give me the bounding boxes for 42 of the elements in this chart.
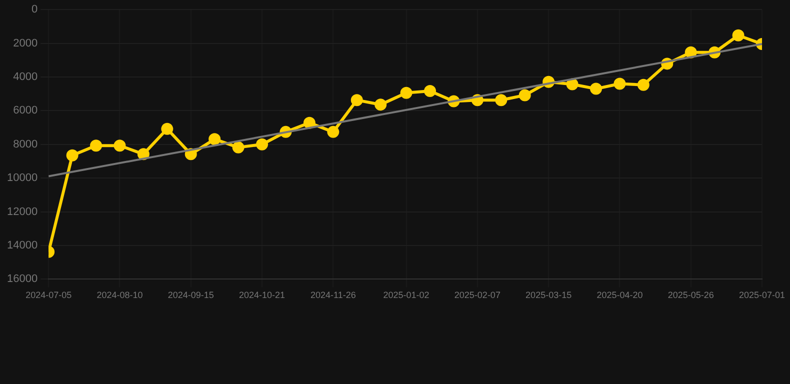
point bbox=[90, 140, 102, 152]
y-tick-label: 8000 bbox=[13, 138, 38, 150]
x-tick-label: 2025-04-20 bbox=[596, 290, 643, 300]
y-tick-label: 14000 bbox=[6, 240, 38, 252]
x-tick-label: 2025-02-07 bbox=[454, 290, 500, 300]
x-tick-label: 2025-07-01 bbox=[738, 290, 786, 300]
x-tick-label: 2024-07-05 bbox=[26, 290, 72, 300]
x-tick-label: 2024-10-21 bbox=[238, 290, 286, 300]
point bbox=[114, 140, 126, 152]
y-tick-label: 2000 bbox=[13, 37, 38, 50]
y-tick-label: 12000 bbox=[6, 206, 38, 218]
point bbox=[161, 122, 174, 135]
x-tick-label: 2025-01-02 bbox=[383, 290, 430, 300]
point bbox=[424, 84, 436, 97]
point bbox=[400, 86, 412, 99]
point bbox=[518, 89, 531, 102]
y-tick-label: 0 bbox=[31, 4, 38, 16]
point bbox=[590, 82, 602, 95]
point bbox=[732, 29, 744, 42]
point bbox=[684, 46, 697, 58]
point bbox=[566, 78, 578, 90]
x-tick-label: 2024-09-15 bbox=[168, 290, 214, 300]
y-tick-label: 4000 bbox=[13, 71, 38, 84]
point bbox=[374, 98, 387, 111]
point bbox=[66, 149, 78, 162]
y-tick-label: 10000 bbox=[6, 172, 38, 184]
y-tick-label: 16000 bbox=[6, 273, 38, 286]
x-tick-label: 2024-11-26 bbox=[310, 290, 356, 300]
point bbox=[208, 133, 221, 146]
point bbox=[256, 138, 268, 150]
point bbox=[303, 116, 316, 129]
x-tick-label: 2025-03-15 bbox=[526, 290, 572, 300]
point bbox=[637, 78, 650, 91]
point bbox=[137, 148, 150, 160]
x-tick-label: 2025-05-26 bbox=[668, 290, 714, 300]
y-tick-label: 6000 bbox=[13, 104, 38, 117]
point bbox=[350, 94, 363, 106]
point bbox=[232, 141, 244, 154]
point bbox=[495, 94, 508, 106]
x-tick-label: 2024-08-10 bbox=[96, 290, 143, 300]
point bbox=[327, 126, 340, 138]
point bbox=[614, 78, 626, 90]
